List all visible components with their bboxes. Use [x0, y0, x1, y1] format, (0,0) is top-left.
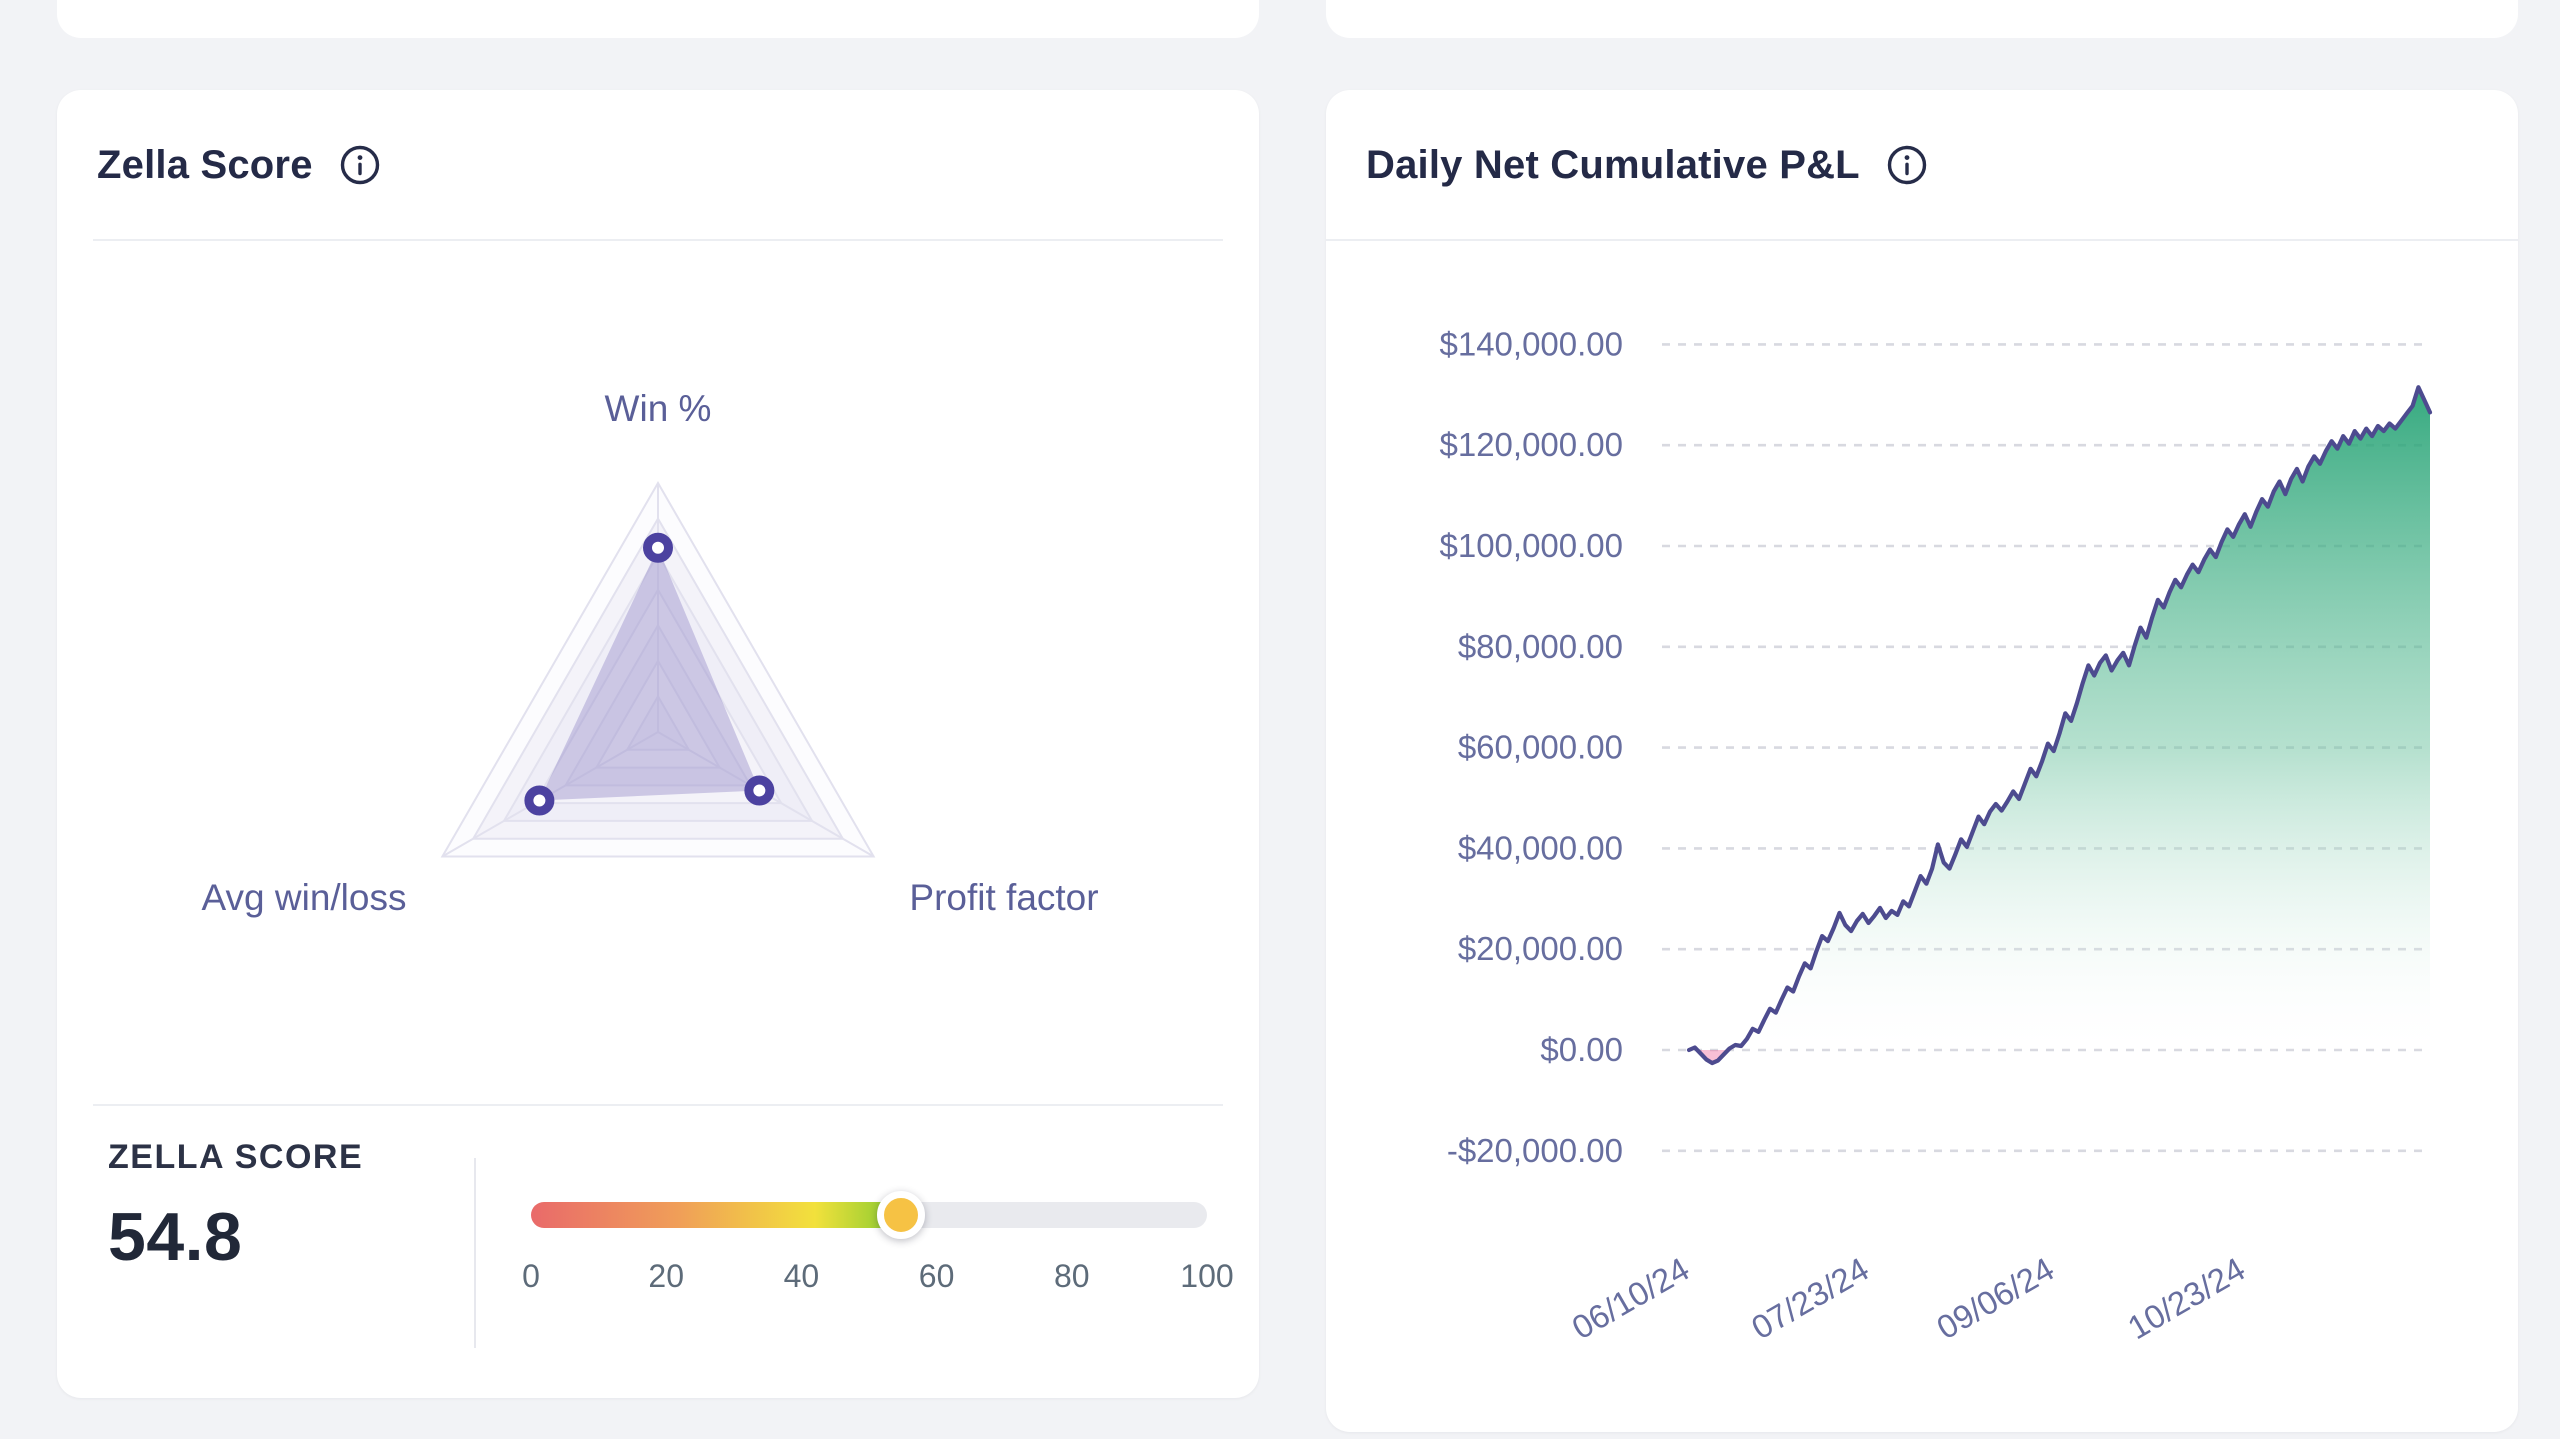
radar-grid-ring — [502, 552, 814, 822]
radar-grid-ring — [563, 623, 753, 787]
gauge-scale-tick: 40 — [783, 1258, 820, 1294]
zella-score-card: Zella Score Win % Avg win/loss Profit fact… — [57, 90, 1259, 1398]
y-axis-label: $0.00 — [1540, 1031, 1623, 1068]
daily-pnl-area-chart: $140,000.00 $120,000.00 $100,000.00 $80,000… — [1439, 325, 2433, 1346]
zella-score-gauge-thumb — [877, 1191, 926, 1239]
gauge-scale-tick: 80 — [1054, 1258, 1090, 1294]
card-above-left-bottom-edge — [57, 0, 1259, 38]
y-axis-label: -$20,000.00 — [1447, 1132, 1623, 1169]
radar-data-point — [643, 532, 673, 563]
y-axis-label: $60,000.00 — [1458, 729, 1623, 766]
x-axis-label: 10/23/24 — [2121, 1250, 2251, 1346]
radar-grid-ring — [533, 587, 783, 805]
card-above-right-bottom-edge — [1326, 0, 2518, 38]
gauge-scale-tick: 60 — [918, 1258, 955, 1294]
y-axis-label: $40,000.00 — [1458, 829, 1623, 866]
radar-spoke — [657, 731, 875, 858]
radar-data-point — [524, 785, 555, 816]
y-axis-label: $140,000.00 — [1439, 325, 1623, 362]
radar-grid-ring — [440, 480, 876, 858]
radar-grid-ring — [625, 694, 691, 751]
zella-score-card-title: Zella Score — [97, 142, 313, 187]
score-section-divider — [93, 1104, 1223, 1106]
gauge-scale-tick: 0 — [522, 1258, 540, 1294]
radar-axis-label: Win % — [605, 388, 712, 429]
daily-pnl-card: Daily Net Cumulative P&L $140,000.00 $120… — [1326, 90, 2518, 1432]
radar-data-point — [744, 775, 775, 806]
header-divider — [93, 239, 1223, 241]
info-icon[interactable] — [1886, 144, 1928, 186]
header-divider — [1326, 239, 2518, 241]
score-vertical-divider — [474, 1158, 476, 1348]
radar-spoke — [441, 731, 659, 858]
y-axis-label: $20,000.00 — [1458, 930, 1623, 967]
radar-axis-label: Avg win/loss — [202, 877, 407, 918]
gauge-scale-tick: 100 — [1180, 1258, 1234, 1294]
x-axis-label: 06/10/24 — [1566, 1250, 1696, 1346]
pnl-line — [1686, 385, 2433, 1066]
zella-score-value: 54.8 — [108, 1199, 243, 1275]
y-axis-label: $100,000.00 — [1439, 527, 1623, 564]
zella-score-label: ZELLA SCORE — [108, 1138, 364, 1176]
gauge-scale-tick: 20 — [648, 1258, 684, 1294]
radar-data-polygon — [539, 547, 760, 801]
zella-score-gauge-track — [531, 1202, 1207, 1228]
y-axis-label: $80,000.00 — [1458, 628, 1623, 665]
pnl-positive-area — [1689, 387, 2430, 1050]
pnl-negative-area — [1689, 1050, 2430, 1064]
y-axis-label: $120,000.00 — [1439, 426, 1623, 463]
radar-grid-ring — [471, 516, 845, 840]
radar-grid-ring — [594, 658, 722, 769]
radar-axis-label: Profit factor — [909, 877, 1098, 918]
x-axis-label: 07/23/24 — [1745, 1250, 1875, 1346]
info-icon[interactable] — [339, 144, 381, 186]
x-axis-label: 09/06/24 — [1930, 1250, 2060, 1346]
daily-pnl-card-title: Daily Net Cumulative P&L — [1366, 142, 1860, 187]
zella-score-radar-chart: Win % Avg win/loss Profit factor — [202, 388, 1099, 918]
